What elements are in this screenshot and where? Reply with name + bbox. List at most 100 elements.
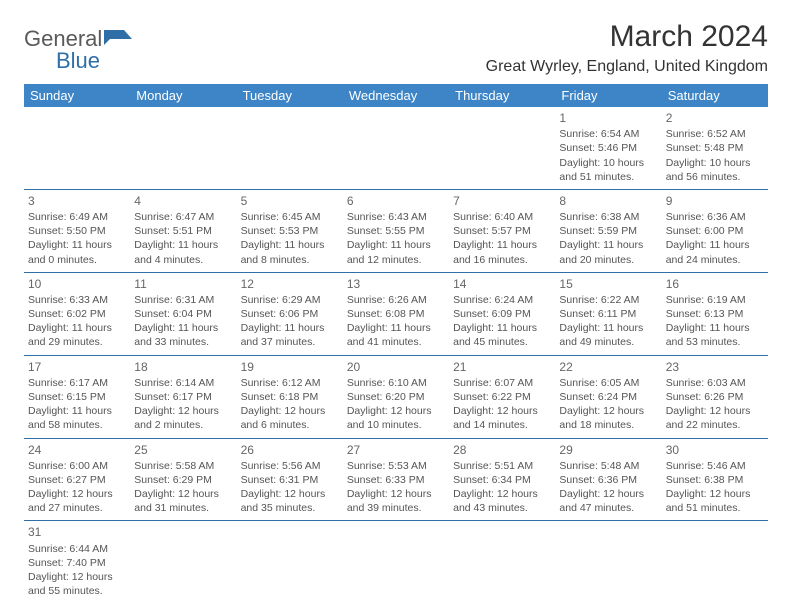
day-number: 21 xyxy=(453,359,551,375)
daylight-text: Daylight: 10 hours and 51 minutes. xyxy=(559,156,657,184)
day-number: 15 xyxy=(559,276,657,292)
weekday-header: Tuesday xyxy=(237,84,343,107)
day-number: 18 xyxy=(134,359,232,375)
sunset-text: Sunset: 5:46 PM xyxy=(559,141,657,155)
title-block: March 2024 Great Wyrley, England, United… xyxy=(486,20,768,76)
daylight-text: Daylight: 11 hours and 37 minutes. xyxy=(241,321,339,349)
sunset-text: Sunset: 6:18 PM xyxy=(241,390,339,404)
day-number: 28 xyxy=(453,442,551,458)
calendar-cell: 17Sunrise: 6:17 AMSunset: 6:15 PMDayligh… xyxy=(24,355,130,438)
day-number: 17 xyxy=(28,359,126,375)
calendar-row: 10Sunrise: 6:33 AMSunset: 6:02 PMDayligh… xyxy=(24,272,768,355)
day-number: 1 xyxy=(559,110,657,126)
sunset-text: Sunset: 6:22 PM xyxy=(453,390,551,404)
sunset-text: Sunset: 5:53 PM xyxy=(241,224,339,238)
calendar-cell: 9Sunrise: 6:36 AMSunset: 6:00 PMDaylight… xyxy=(662,189,768,272)
day-number: 5 xyxy=(241,193,339,209)
calendar-row: 31Sunrise: 6:44 AMSunset: 7:40 PMDayligh… xyxy=(24,521,768,603)
daylight-text: Daylight: 11 hours and 29 minutes. xyxy=(28,321,126,349)
calendar-cell: 26Sunrise: 5:56 AMSunset: 6:31 PMDayligh… xyxy=(237,438,343,521)
sunrise-text: Sunrise: 6:38 AM xyxy=(559,210,657,224)
daylight-text: Daylight: 12 hours and 51 minutes. xyxy=(666,487,764,515)
sunset-text: Sunset: 6:11 PM xyxy=(559,307,657,321)
daylight-text: Daylight: 11 hours and 8 minutes. xyxy=(241,238,339,266)
daylight-text: Daylight: 12 hours and 39 minutes. xyxy=(347,487,445,515)
sunset-text: Sunset: 5:48 PM xyxy=(666,141,764,155)
weekday-header: Monday xyxy=(130,84,236,107)
calendar-cell xyxy=(237,521,343,603)
day-number: 25 xyxy=(134,442,232,458)
calendar-cell: 15Sunrise: 6:22 AMSunset: 6:11 PMDayligh… xyxy=(555,272,661,355)
day-number: 6 xyxy=(347,193,445,209)
daylight-text: Daylight: 11 hours and 49 minutes. xyxy=(559,321,657,349)
sunset-text: Sunset: 6:38 PM xyxy=(666,473,764,487)
day-number: 3 xyxy=(28,193,126,209)
day-number: 30 xyxy=(666,442,764,458)
daylight-text: Daylight: 11 hours and 20 minutes. xyxy=(559,238,657,266)
sunset-text: Sunset: 6:08 PM xyxy=(347,307,445,321)
sunrise-text: Sunrise: 5:53 AM xyxy=(347,459,445,473)
calendar-cell: 21Sunrise: 6:07 AMSunset: 6:22 PMDayligh… xyxy=(449,355,555,438)
sunrise-text: Sunrise: 6:05 AM xyxy=(559,376,657,390)
sunset-text: Sunset: 5:50 PM xyxy=(28,224,126,238)
sunset-text: Sunset: 6:13 PM xyxy=(666,307,764,321)
calendar-cell: 3Sunrise: 6:49 AMSunset: 5:50 PMDaylight… xyxy=(24,189,130,272)
calendar-cell: 19Sunrise: 6:12 AMSunset: 6:18 PMDayligh… xyxy=(237,355,343,438)
day-number: 20 xyxy=(347,359,445,375)
calendar-row: 24Sunrise: 6:00 AMSunset: 6:27 PMDayligh… xyxy=(24,438,768,521)
calendar-cell: 13Sunrise: 6:26 AMSunset: 6:08 PMDayligh… xyxy=(343,272,449,355)
sunset-text: Sunset: 6:09 PM xyxy=(453,307,551,321)
calendar-cell: 6Sunrise: 6:43 AMSunset: 5:55 PMDaylight… xyxy=(343,189,449,272)
daylight-text: Daylight: 12 hours and 27 minutes. xyxy=(28,487,126,515)
calendar-cell: 12Sunrise: 6:29 AMSunset: 6:06 PMDayligh… xyxy=(237,272,343,355)
sunset-text: Sunset: 6:06 PM xyxy=(241,307,339,321)
weekday-header: Saturday xyxy=(662,84,768,107)
calendar-cell: 30Sunrise: 5:46 AMSunset: 6:38 PMDayligh… xyxy=(662,438,768,521)
day-number: 22 xyxy=(559,359,657,375)
calendar-cell: 18Sunrise: 6:14 AMSunset: 6:17 PMDayligh… xyxy=(130,355,236,438)
calendar-cell: 5Sunrise: 6:45 AMSunset: 5:53 PMDaylight… xyxy=(237,189,343,272)
day-number: 14 xyxy=(453,276,551,292)
sunset-text: Sunset: 5:55 PM xyxy=(347,224,445,238)
calendar-cell xyxy=(24,107,130,189)
calendar-row: 17Sunrise: 6:17 AMSunset: 6:15 PMDayligh… xyxy=(24,355,768,438)
calendar-cell xyxy=(130,107,236,189)
daylight-text: Daylight: 12 hours and 14 minutes. xyxy=(453,404,551,432)
sunset-text: Sunset: 6:29 PM xyxy=(134,473,232,487)
logo: General Blue xyxy=(24,26,132,74)
sunset-text: Sunset: 6:31 PM xyxy=(241,473,339,487)
daylight-text: Daylight: 12 hours and 55 minutes. xyxy=(28,570,126,598)
sunrise-text: Sunrise: 6:19 AM xyxy=(666,293,764,307)
sunset-text: Sunset: 6:24 PM xyxy=(559,390,657,404)
day-number: 27 xyxy=(347,442,445,458)
calendar-table: Sunday Monday Tuesday Wednesday Thursday… xyxy=(24,84,768,603)
sunset-text: Sunset: 6:00 PM xyxy=(666,224,764,238)
sunset-text: Sunset: 6:36 PM xyxy=(559,473,657,487)
daylight-text: Daylight: 11 hours and 12 minutes. xyxy=(347,238,445,266)
calendar-cell: 22Sunrise: 6:05 AMSunset: 6:24 PMDayligh… xyxy=(555,355,661,438)
sunset-text: Sunset: 6:04 PM xyxy=(134,307,232,321)
daylight-text: Daylight: 11 hours and 4 minutes. xyxy=(134,238,232,266)
day-number: 7 xyxy=(453,193,551,209)
day-number: 12 xyxy=(241,276,339,292)
calendar-cell: 14Sunrise: 6:24 AMSunset: 6:09 PMDayligh… xyxy=(449,272,555,355)
daylight-text: Daylight: 11 hours and 58 minutes. xyxy=(28,404,126,432)
weekday-header: Sunday xyxy=(24,84,130,107)
calendar-cell: 23Sunrise: 6:03 AMSunset: 6:26 PMDayligh… xyxy=(662,355,768,438)
calendar-cell: 24Sunrise: 6:00 AMSunset: 6:27 PMDayligh… xyxy=(24,438,130,521)
sunset-text: Sunset: 7:40 PM xyxy=(28,556,126,570)
daylight-text: Daylight: 11 hours and 41 minutes. xyxy=(347,321,445,349)
sunrise-text: Sunrise: 6:24 AM xyxy=(453,293,551,307)
sunrise-text: Sunrise: 6:17 AM xyxy=(28,376,126,390)
day-number: 4 xyxy=(134,193,232,209)
calendar-cell xyxy=(237,107,343,189)
daylight-text: Daylight: 11 hours and 53 minutes. xyxy=(666,321,764,349)
sunrise-text: Sunrise: 5:48 AM xyxy=(559,459,657,473)
sunset-text: Sunset: 6:27 PM xyxy=(28,473,126,487)
calendar-cell xyxy=(555,521,661,603)
sunrise-text: Sunrise: 6:22 AM xyxy=(559,293,657,307)
sunrise-text: Sunrise: 6:49 AM xyxy=(28,210,126,224)
sunrise-text: Sunrise: 6:00 AM xyxy=(28,459,126,473)
daylight-text: Daylight: 12 hours and 47 minutes. xyxy=(559,487,657,515)
month-title: March 2024 xyxy=(486,20,768,54)
